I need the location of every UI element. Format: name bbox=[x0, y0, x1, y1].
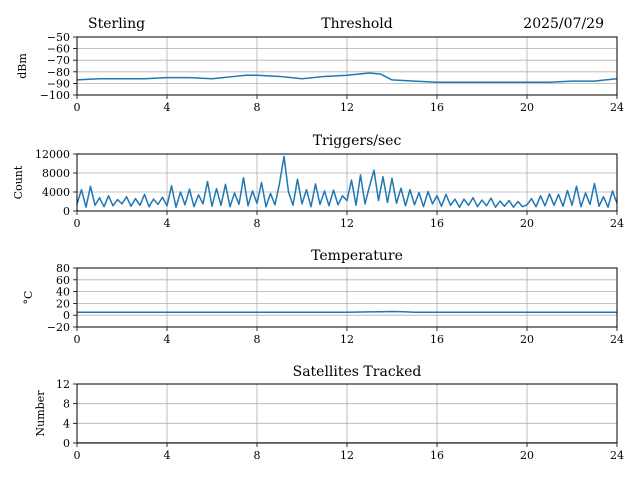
y-tick-label: −60 bbox=[47, 43, 70, 56]
y-tick-label: −50 bbox=[47, 31, 70, 44]
y-tick-label: 20 bbox=[56, 297, 70, 310]
y-axis-label: dBm bbox=[16, 53, 29, 79]
x-tick-label: 12 bbox=[340, 333, 354, 346]
x-tick-label: 24 bbox=[610, 449, 624, 462]
date-label: 2025/07/29 bbox=[523, 16, 604, 32]
y-tick-label: −100 bbox=[40, 89, 70, 102]
x-tick-label: 8 bbox=[254, 333, 261, 346]
chart-title: Triggers/sec bbox=[313, 133, 402, 149]
panel-0: 0 4 8 12 16 20 24 −50−60−70−80−90−100 Threshold d… bbox=[16, 16, 624, 114]
x-tick-label: 0 bbox=[74, 101, 81, 114]
series-line bbox=[77, 155, 617, 208]
panel-3: 0 4 8 12 16 20 24 0 4 8 12 Satellites Tracked Number bbox=[34, 364, 624, 462]
x-tick-label: 0 bbox=[74, 333, 81, 346]
y-tick-label: 40 bbox=[56, 286, 70, 299]
y-tick-label: 12 bbox=[56, 378, 70, 391]
x-tick-label: 16 bbox=[430, 449, 444, 462]
y-tick-label: 0 bbox=[63, 309, 70, 322]
panel-1: 0 4 8 12 16 20 24 0 4000 8000 12000 Triggers/sec Cou… bbox=[12, 133, 624, 230]
y-tick-label: 4 bbox=[63, 417, 70, 430]
x-tick-label: 4 bbox=[164, 449, 171, 462]
chart-title: Temperature bbox=[311, 248, 403, 264]
y-tick-label: −80 bbox=[47, 66, 70, 79]
axes-frame bbox=[76, 267, 618, 328]
panels: 0 4 8 12 16 20 24 −50−60−70−80−90−100 Threshold d… bbox=[12, 16, 624, 462]
axes-frame bbox=[76, 153, 618, 212]
y-tick-label: 0 bbox=[63, 205, 70, 218]
y-axis-label: Number bbox=[34, 390, 47, 437]
y-axis-label: Count bbox=[12, 165, 25, 199]
axes-frame bbox=[76, 383, 618, 444]
x-tick-label: 12 bbox=[340, 217, 354, 230]
y-tick-label: 80 bbox=[56, 262, 70, 275]
x-tick-label: 16 bbox=[430, 333, 444, 346]
series-line bbox=[77, 72, 617, 83]
x-tick-label: 16 bbox=[430, 101, 444, 114]
y-tick-label: −20 bbox=[47, 321, 70, 334]
series-line bbox=[77, 310, 617, 313]
axes-frame bbox=[76, 36, 618, 96]
x-tick-label: 20 bbox=[520, 217, 534, 230]
y-tick-label: 8 bbox=[63, 398, 70, 411]
y-tick-label: 0 bbox=[63, 437, 70, 450]
chart-title: Satellites Tracked bbox=[293, 364, 422, 380]
y-axis-label: °C bbox=[22, 291, 35, 305]
y-tick-label: 12000 bbox=[35, 148, 70, 161]
x-tick-label: 20 bbox=[520, 101, 534, 114]
x-tick-label: 20 bbox=[520, 333, 534, 346]
x-tick-label: 4 bbox=[164, 217, 171, 230]
y-tick-label: 4000 bbox=[42, 186, 70, 199]
x-tick-label: 12 bbox=[340, 101, 354, 114]
x-tick-label: 4 bbox=[164, 101, 171, 114]
x-tick-label: 0 bbox=[74, 217, 81, 230]
y-tick-label: −70 bbox=[47, 54, 70, 67]
x-tick-label: 8 bbox=[254, 449, 261, 462]
x-tick-label: 8 bbox=[254, 217, 261, 230]
x-tick-label: 24 bbox=[610, 333, 624, 346]
x-tick-label: 12 bbox=[340, 449, 354, 462]
x-tick-label: 24 bbox=[610, 217, 624, 230]
y-tick-label: 8000 bbox=[42, 167, 70, 180]
x-tick-label: 0 bbox=[74, 449, 81, 462]
y-tick-label: −90 bbox=[47, 77, 70, 90]
x-tick-label: 4 bbox=[164, 333, 171, 346]
x-tick-label: 24 bbox=[610, 101, 624, 114]
site-label: Sterling bbox=[88, 16, 145, 32]
x-tick-label: 8 bbox=[254, 101, 261, 114]
y-tick-label: 60 bbox=[56, 274, 70, 287]
x-tick-label: 16 bbox=[430, 217, 444, 230]
chart-title: Threshold bbox=[321, 16, 392, 32]
x-tick-label: 20 bbox=[520, 449, 534, 462]
